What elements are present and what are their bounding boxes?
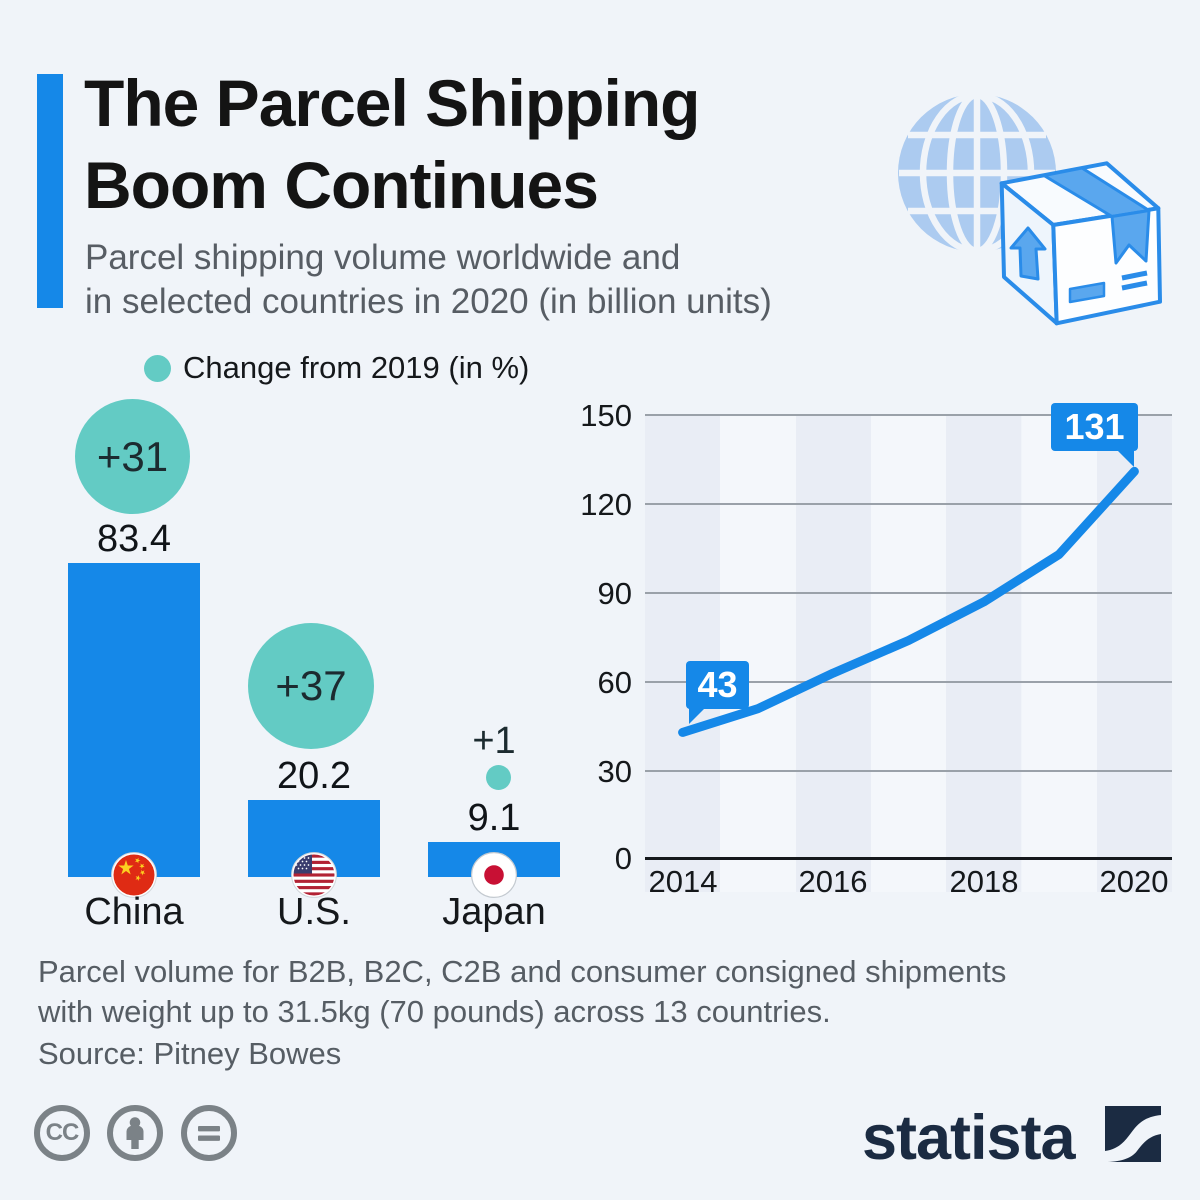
ytick-30: 30 bbox=[597, 754, 632, 789]
person-glyph bbox=[126, 1117, 144, 1149]
footnote: Parcel volume for B2B, B2C, C2B and cons… bbox=[38, 952, 1006, 1032]
ytick-60: 60 bbox=[597, 665, 632, 700]
statista-logo[interactable]: statista bbox=[862, 1103, 1076, 1173]
xtick-2014: 2014 bbox=[648, 864, 718, 899]
ytick-120: 120 bbox=[580, 487, 632, 522]
title-line-2: Boom Continues bbox=[84, 148, 599, 222]
china-change-bubble: +31 bbox=[75, 399, 190, 514]
no-derivatives-equals-icon[interactable] bbox=[181, 1105, 237, 1161]
page-title: The Parcel Shipping Boom Continues bbox=[84, 62, 700, 226]
footnote-line-2: with weight up to 31.5kg (70 pounds) acr… bbox=[38, 994, 831, 1029]
japan-label: Japan bbox=[442, 891, 546, 933]
gridline-120 bbox=[645, 503, 1172, 505]
creative-commons-icon[interactable]: CC bbox=[34, 1105, 90, 1161]
japan-value: 9.1 bbox=[467, 797, 521, 839]
japan-flag-icon bbox=[471, 852, 517, 898]
gridline-90 bbox=[645, 592, 1172, 594]
china-value: 83.4 bbox=[97, 518, 171, 560]
ytick-150: 150 bbox=[580, 398, 632, 433]
globe-parcel-illustration bbox=[898, 91, 1162, 326]
xtick-2018: 2018 bbox=[949, 864, 1019, 899]
statista-logo-mark[interactable] bbox=[1105, 1106, 1161, 1162]
source-line: Source: Pitney Bowes bbox=[38, 1036, 342, 1071]
worldwide-trend-line bbox=[678, 466, 1139, 737]
page-subtitle: Parcel shipping volume worldwide and in … bbox=[85, 236, 772, 324]
callout-2014-value: 43 bbox=[686, 661, 749, 724]
xtick-2020: 2020 bbox=[1099, 864, 1169, 899]
legend-label: Change from 2019 (in %) bbox=[183, 350, 530, 385]
japan-change-label: +1 bbox=[472, 720, 516, 762]
gridline-60 bbox=[645, 681, 1172, 683]
china-bar bbox=[68, 563, 200, 877]
subtitle-line-1: Parcel shipping volume worldwide and bbox=[85, 238, 681, 277]
cc-letters: CC bbox=[45, 1119, 80, 1146]
gridline-30 bbox=[645, 770, 1172, 772]
us-value: 20.2 bbox=[277, 755, 351, 797]
footnote-line-1: Parcel volume for B2B, B2C, C2B and cons… bbox=[38, 954, 1007, 989]
equals-glyph bbox=[198, 1126, 220, 1141]
ytick-0: 0 bbox=[614, 841, 632, 876]
xtick-2016: 2016 bbox=[798, 864, 868, 899]
gridline-150 bbox=[645, 414, 1172, 416]
title-accent-bar bbox=[37, 74, 63, 308]
title-line-1: The Parcel Shipping bbox=[84, 66, 700, 140]
us-change-bubble: +37 bbox=[248, 623, 374, 749]
us-label: U.S. bbox=[277, 891, 351, 933]
subtitle-line-2: in selected countries in 2020 (in billio… bbox=[85, 282, 772, 321]
plot-band-2015 bbox=[720, 415, 796, 892]
plot-band-2016 bbox=[795, 415, 871, 892]
plot-band-2018 bbox=[946, 415, 1022, 892]
china-label: China bbox=[84, 891, 184, 933]
legend-dot-icon bbox=[144, 354, 171, 382]
ytick-90: 90 bbox=[597, 576, 632, 611]
china-flag-icon bbox=[111, 852, 157, 898]
x-axis-line bbox=[645, 857, 1172, 860]
plot-band-2014 bbox=[645, 415, 721, 892]
plot-band-2019 bbox=[1021, 415, 1097, 892]
us-flag-icon bbox=[291, 852, 337, 898]
callout-2020-value: 131 bbox=[1051, 403, 1138, 467]
parcel-box-icon bbox=[999, 161, 1162, 326]
japan-change-dot bbox=[486, 765, 511, 790]
legend: Change from 2019 (in %) bbox=[144, 350, 529, 386]
attribution-person-icon[interactable] bbox=[107, 1105, 163, 1161]
